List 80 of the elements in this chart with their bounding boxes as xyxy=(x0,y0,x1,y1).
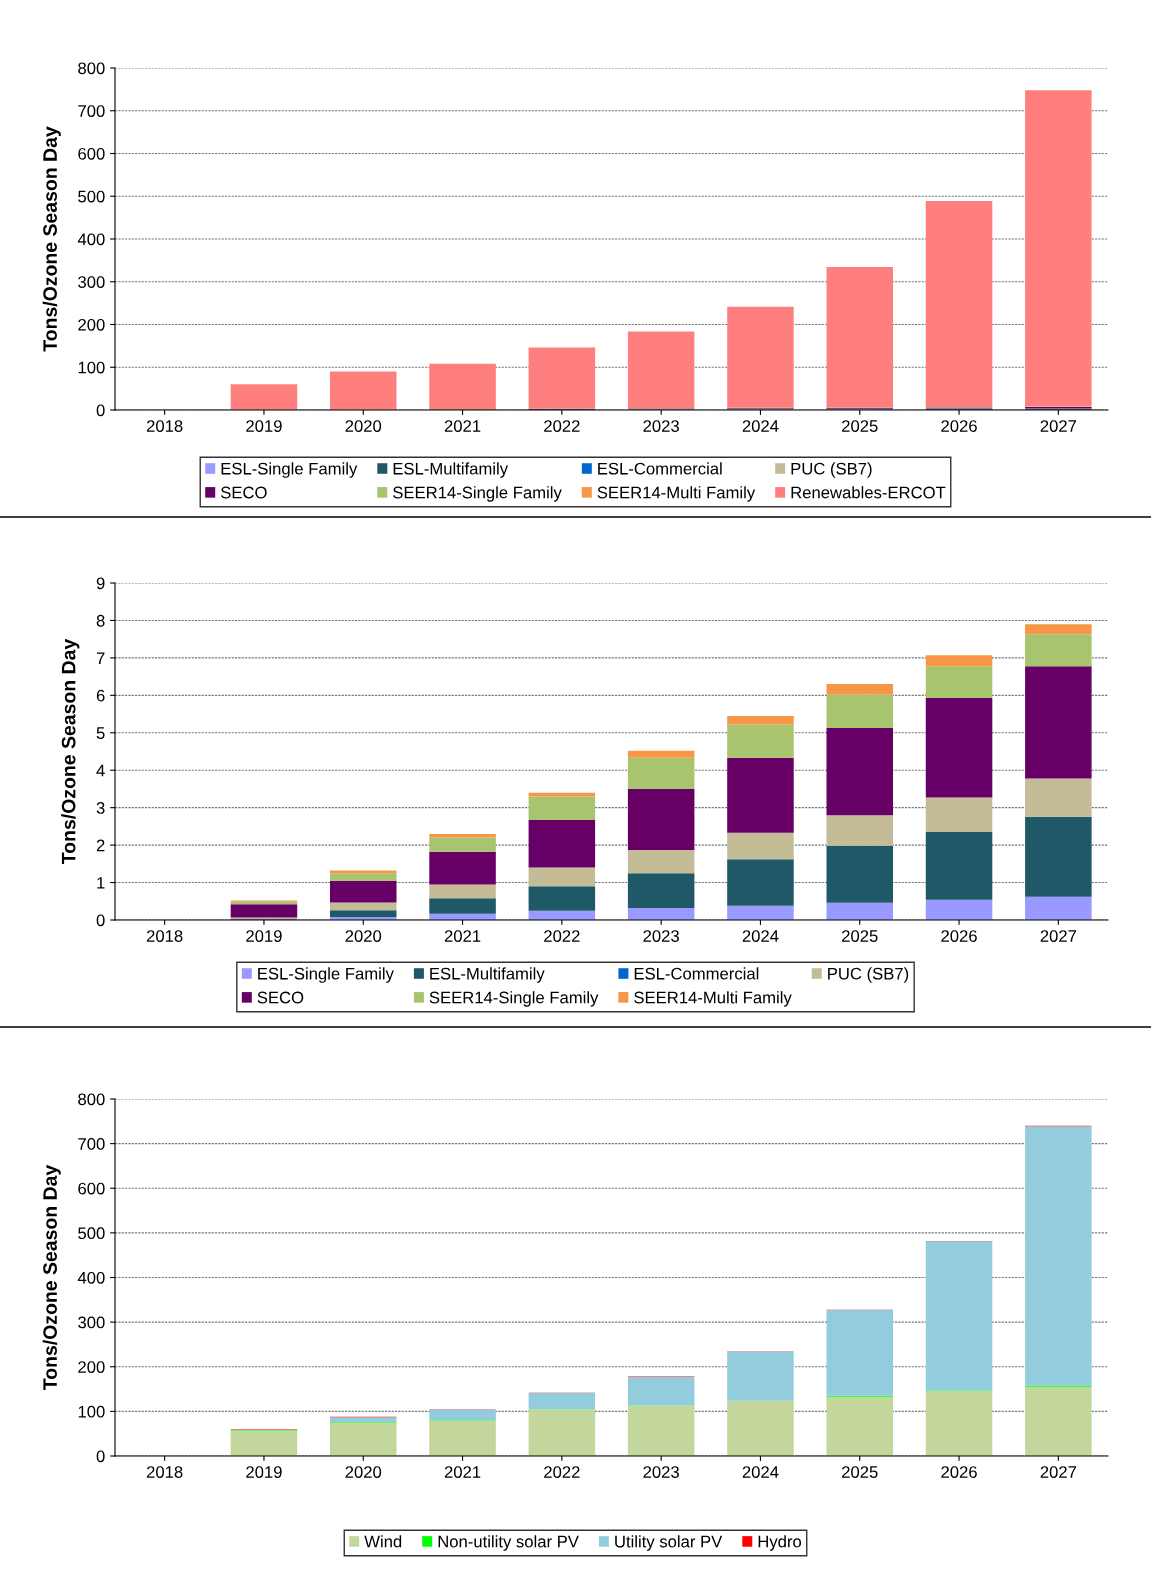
x-tick-label: 2019 xyxy=(246,930,282,942)
legend-label: Non-utility solar PV xyxy=(438,1535,579,1551)
legend-label: ESL-Multifamily xyxy=(430,967,545,983)
y-tick-label: 600 xyxy=(78,1182,105,1195)
x-tick-label: 2021 xyxy=(444,1466,481,1478)
y-tick-label: 0 xyxy=(96,914,105,927)
x-tick-label: 2026 xyxy=(941,420,977,432)
legend-label: ESL-Single Family xyxy=(258,967,394,983)
x-tick-label: 2018 xyxy=(146,1466,183,1478)
x-tick-label: 2023 xyxy=(643,420,679,432)
y-tick-label: 8 xyxy=(96,614,105,627)
y-tick-label: 0 xyxy=(96,404,105,417)
y-tick-label: 0 xyxy=(96,1450,105,1463)
x-tick-label: 2026 xyxy=(941,930,977,942)
x-tick-label: 2027 xyxy=(1040,1466,1077,1478)
x-tick-label: 2026 xyxy=(941,1466,977,1478)
legend-label: SEER14-Multi Family xyxy=(597,486,756,502)
y-tick-label: 700 xyxy=(78,1138,105,1150)
x-tick-label: 2022 xyxy=(544,1466,580,1478)
x-tick-label: 2027 xyxy=(1040,420,1077,432)
x-tick-label: 2024 xyxy=(742,420,779,432)
x-tick-label: 2021 xyxy=(444,420,481,432)
x-tick-label: 2020 xyxy=(345,1466,382,1478)
y-tick-label: 400 xyxy=(77,233,105,246)
x-tick-label: 2019 xyxy=(246,1466,282,1478)
x-tick-label: 2022 xyxy=(544,420,580,432)
y-axis-title: Tons/Ozone Season Day xyxy=(61,638,80,865)
y-tick-label: 300 xyxy=(78,276,105,288)
legend-label: PUC (SB7) xyxy=(791,462,872,478)
legend-label: ESL-Multifamily xyxy=(393,462,509,478)
y-tick-label: 2 xyxy=(96,839,105,852)
legend-label: SEER14-Single Family xyxy=(393,486,562,502)
y-tick-label: 200 xyxy=(78,318,105,331)
y-tick-label: 300 xyxy=(78,1316,105,1329)
y-tick-label: 1 xyxy=(97,877,105,889)
legend-label: PUC (SB7) xyxy=(828,967,909,983)
y-tick-label: 700 xyxy=(78,105,105,117)
x-tick-label: 2020 xyxy=(345,420,382,432)
legend-label: ESL-Single Family xyxy=(221,462,358,478)
x-tick-label: 2025 xyxy=(842,930,878,942)
y-tick-label: 800 xyxy=(78,62,105,75)
y-tick-label: 9 xyxy=(96,577,105,590)
y-tick-label: 400 xyxy=(77,1271,105,1284)
y-tick-label: 100 xyxy=(78,361,105,374)
x-tick-label: 2027 xyxy=(1040,930,1077,942)
x-tick-label: 2018 xyxy=(146,420,183,432)
legend-label: Hydro xyxy=(758,1535,802,1551)
y-tick-label: 600 xyxy=(78,147,105,160)
y-tick-label: 5 xyxy=(96,727,105,739)
legend-label: SECO xyxy=(257,991,304,1004)
x-tick-label: 2019 xyxy=(246,420,282,432)
legend-label: Wind xyxy=(364,1535,402,1548)
legend-label: SEER14-Single Family xyxy=(429,991,599,1007)
legend-label: ESL-Commercial xyxy=(598,462,722,475)
y-tick-label: 3 xyxy=(96,802,105,814)
x-tick-label: 2020 xyxy=(345,930,382,942)
x-tick-label: 2018 xyxy=(146,930,183,942)
y-tick-label: 800 xyxy=(78,1093,105,1106)
legend-label: Renewables-ERCOT xyxy=(791,486,946,499)
x-tick-label: 2023 xyxy=(643,1466,679,1478)
y-tick-label: 500 xyxy=(78,1227,105,1240)
legend-label: Utility solar PV xyxy=(615,1535,723,1551)
legend-label: ESL-Commercial xyxy=(634,967,759,980)
y-tick-label: 200 xyxy=(78,1361,105,1373)
x-tick-label: 2024 xyxy=(742,1466,779,1478)
legend-label: SECO xyxy=(220,486,267,499)
x-tick-label: 2022 xyxy=(544,930,580,942)
x-tick-label: 2025 xyxy=(842,420,878,432)
y-axis-title: Tons/Ozone Season Day xyxy=(42,126,61,352)
y-axis-title: Tons/Ozone Season Day xyxy=(42,1164,61,1391)
y-tick-label: 500 xyxy=(78,190,105,203)
y-tick-label: 4 xyxy=(96,764,105,777)
x-tick-label: 2021 xyxy=(444,930,481,942)
y-tick-label: 100 xyxy=(78,1405,105,1418)
y-tick-label: 7 xyxy=(96,652,105,664)
legend-label: SEER14-Multi Family xyxy=(634,991,792,1007)
x-tick-label: 2025 xyxy=(842,1466,878,1478)
x-tick-label: 2024 xyxy=(742,930,779,942)
y-tick-label: 6 xyxy=(96,689,105,702)
x-tick-label: 2023 xyxy=(643,930,679,942)
